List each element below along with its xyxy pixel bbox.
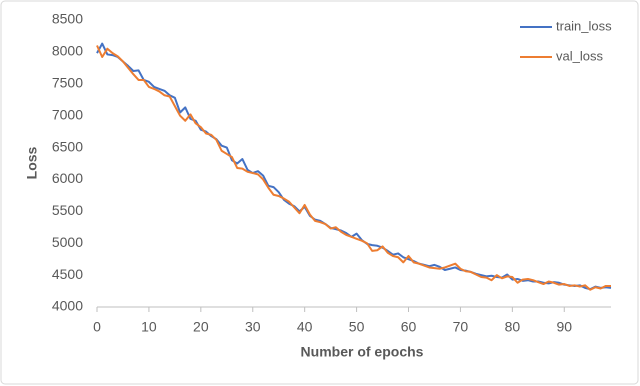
y-tick-label: 4500 [52,266,83,282]
y-tick-label: 5500 [52,202,83,218]
x-tick-label: 80 [505,319,521,335]
x-tick-label: 70 [453,319,469,335]
x-tick-label: 10 [141,319,157,335]
series-line [96,45,611,291]
legend-label: val_loss [556,48,603,63]
y-tick-label: 6000 [52,170,83,186]
x-tick-label: 30 [245,319,261,335]
y-tick-label: 6500 [52,138,83,154]
x-tick-label: 50 [349,319,365,335]
y-axis-title: Loss [24,146,40,179]
y-tick-label: 7000 [52,106,83,122]
y-tick-label: 7500 [52,74,83,90]
x-tick-label: 0 [93,319,101,335]
y-tick-label: 8000 [52,43,83,59]
x-tick-label: 60 [401,319,417,335]
x-tick-label: 20 [193,319,209,335]
y-tick-label: 5000 [52,234,83,250]
legend-label: train_loss [556,18,612,33]
x-tick-label: 90 [556,319,572,335]
series-line [96,42,612,291]
y-tick-label: 8500 [52,11,83,27]
x-axis-title: Number of epochs [301,344,424,360]
x-tick-label: 40 [297,319,313,335]
y-tick-label: 4000 [52,298,83,314]
